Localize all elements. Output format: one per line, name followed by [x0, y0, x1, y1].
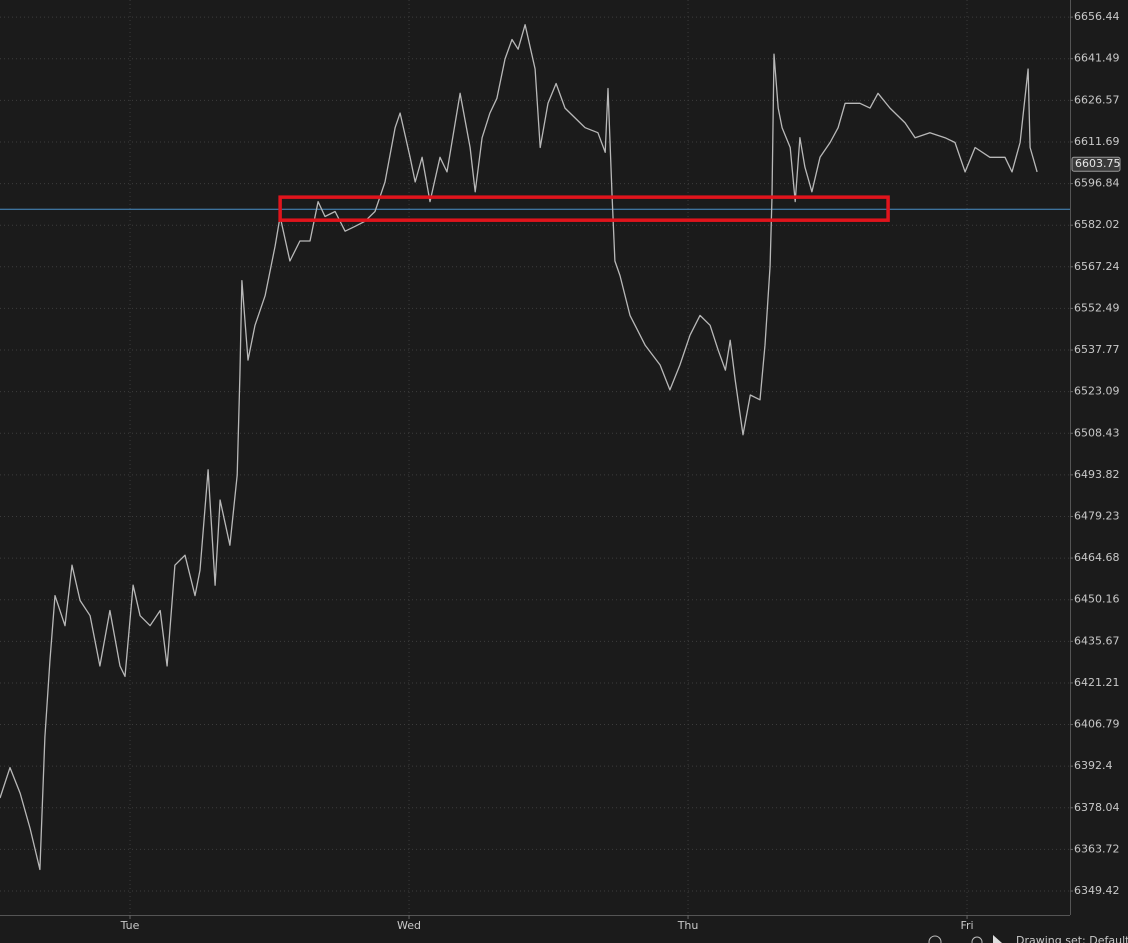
y-tick-label: 6552.49: [1074, 301, 1120, 314]
y-tick-label: 6392.4: [1074, 759, 1113, 772]
zoom-icon[interactable]: [928, 935, 942, 943]
y-tick-label: 6523.09: [1074, 385, 1120, 398]
y-tick-label: 6406.79: [1074, 718, 1120, 731]
y-tick-label: 6567.24: [1074, 260, 1120, 273]
y-tick-label: 6363.72: [1074, 842, 1120, 855]
price-line: [0, 24, 1038, 871]
y-tick-label: 6508.43: [1074, 426, 1120, 439]
x-tick-label: Wed: [397, 919, 421, 932]
highlight-box: [278, 195, 890, 222]
toolbar: Drawing set: Default: [928, 934, 1128, 943]
drawing-set[interactable]: Drawing set: Default: [1016, 934, 1128, 943]
y-tick-label: 6435.67: [1074, 634, 1120, 647]
y-tick-label: 6626.57: [1074, 93, 1120, 106]
y-tick-label: 6611.69: [1074, 135, 1120, 148]
y-tick-label: 6656.44: [1074, 10, 1120, 23]
y-tick-label: 6421.21: [1074, 676, 1120, 689]
y-tick-label: 6641.49: [1074, 52, 1120, 65]
y-tick-label: 6493.82: [1074, 468, 1120, 481]
y-tick-label: 6378.04: [1074, 801, 1120, 814]
x-tick-label: Tue: [120, 919, 140, 932]
x-tick-label: Thu: [677, 919, 699, 932]
y-tick-label: 6479.23: [1074, 509, 1120, 522]
y-tick-label: 6464.68: [1074, 551, 1120, 564]
reset-icon[interactable]: [971, 936, 983, 943]
last-price-label: 6603.75: [1075, 157, 1121, 170]
y-tick-label: 6596.84: [1074, 177, 1120, 190]
last-price-badge: [1071, 156, 1121, 172]
y-tick-label: 6349.42: [1074, 884, 1120, 897]
y-tick-label: 6537.77: [1074, 343, 1120, 356]
play-icon[interactable]: [993, 935, 1002, 943]
x-tick-label: Fri: [960, 919, 973, 932]
y-tick-label: 6450.16: [1074, 593, 1120, 606]
y-tick-label: 6582.02: [1074, 218, 1120, 231]
